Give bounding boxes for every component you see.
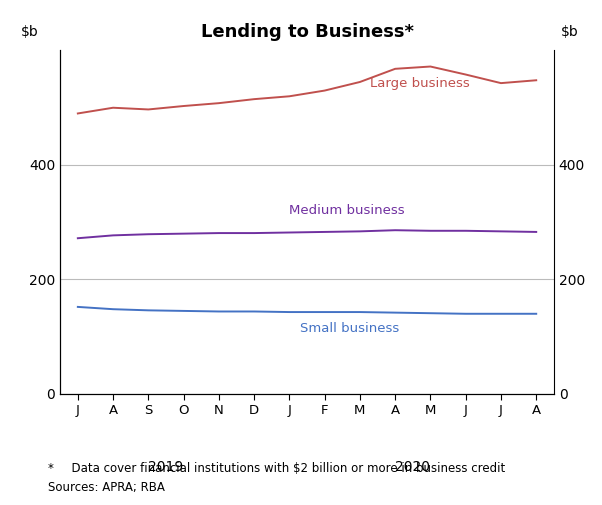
Text: 2020: 2020 [396, 460, 430, 474]
Text: 2019: 2019 [148, 460, 184, 474]
Text: $b: $b [561, 25, 579, 39]
Title: Lending to Business*: Lending to Business* [200, 23, 414, 40]
Text: Small business: Small business [300, 322, 399, 335]
Text: Sources: APRA; RBA: Sources: APRA; RBA [48, 481, 165, 494]
Text: *   Data cover financial institutions with $2 billion or more in business credit: * Data cover financial institutions with… [48, 462, 506, 475]
Text: Medium business: Medium business [290, 204, 405, 217]
Text: Large business: Large business [370, 77, 470, 89]
Text: $b: $b [21, 25, 39, 39]
